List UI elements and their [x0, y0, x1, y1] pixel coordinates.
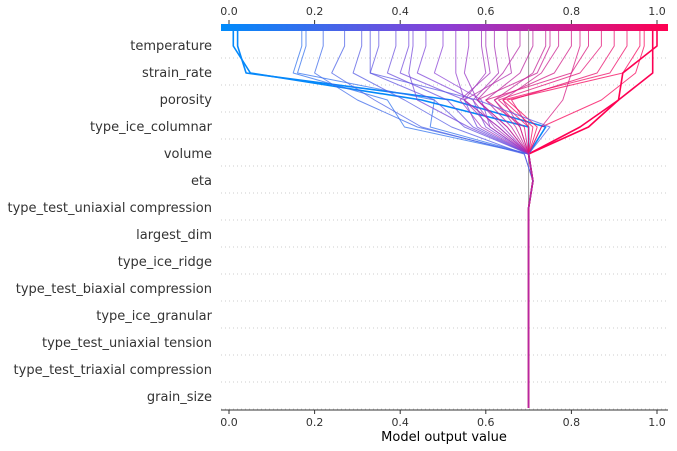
- decision-line-22: [485, 29, 589, 408]
- feature-label-12: type_test_triaxial compression: [14, 363, 212, 378]
- colorbar: [221, 24, 668, 31]
- decision-line-1: [236, 29, 547, 408]
- decision-line-28: [527, 29, 658, 408]
- top-tick-label-4: 0.8: [563, 5, 581, 18]
- feature-label-5: eta: [191, 174, 212, 189]
- feature-label-7: largest_dim: [136, 228, 212, 243]
- decision-line-34: [476, 29, 551, 408]
- bottom-tick-label-4: 0.8: [563, 416, 581, 429]
- feature-label-9: type_test_biaxial compression: [16, 282, 212, 297]
- feature-label-10: type_ice_granular: [96, 309, 212, 324]
- decision-line-12: [455, 29, 534, 408]
- feature-labels: temperature strain_rate porosity type_ice_c…: [7, 39, 212, 405]
- feature-label-2: porosity: [160, 93, 213, 108]
- feature-label-3: type_ice_columnar: [90, 120, 213, 135]
- decision-line-29: [528, 29, 645, 408]
- decision-line-19: [493, 29, 547, 408]
- feature-label-11: type_test_uniaxial tension: [42, 336, 212, 351]
- top-tick-label-3: 0.6: [477, 5, 495, 18]
- decision-line-27: [527, 29, 654, 408]
- feature-gridlines: [221, 57, 668, 410]
- feature-label-1: strain_rate: [142, 66, 212, 81]
- bottom-tick-label-5: 1.0: [648, 416, 666, 429]
- bottom-tick-label-1: 0.2: [306, 416, 324, 429]
- top-tick-label-1: 0.2: [306, 5, 324, 18]
- feature-label-4: volume: [164, 147, 212, 162]
- bottom-axis: 0.0 0.2 0.4 0.6 0.8 1.0: [220, 410, 666, 429]
- bottom-tick-label-3: 0.6: [477, 416, 495, 429]
- decision-line-17: [476, 29, 534, 408]
- top-tick-label-0: 0.0: [220, 5, 238, 18]
- bottom-tick-label-2: 0.4: [391, 416, 409, 429]
- top-axis: 0.0 0.2 0.4 0.6 0.8 1.0: [220, 5, 666, 24]
- top-tick-label-2: 0.4: [391, 5, 409, 18]
- top-tick-label-5: 1.0: [648, 5, 666, 18]
- decision-line-25: [502, 29, 628, 408]
- decision-line-11: [433, 29, 534, 408]
- feature-label-8: type_ice_ridge: [118, 255, 212, 270]
- decision-lines: [232, 29, 658, 408]
- feature-label-0: temperature: [130, 39, 212, 54]
- decision-line-0: [232, 29, 534, 408]
- feature-label-13: grain_size: [147, 390, 212, 405]
- decision-line-30: [528, 29, 581, 408]
- bottom-tick-label-0: 0.0: [220, 416, 238, 429]
- feature-label-6: type_test_uniaxial compression: [7, 201, 212, 216]
- x-axis-label: Model output value: [381, 430, 507, 445]
